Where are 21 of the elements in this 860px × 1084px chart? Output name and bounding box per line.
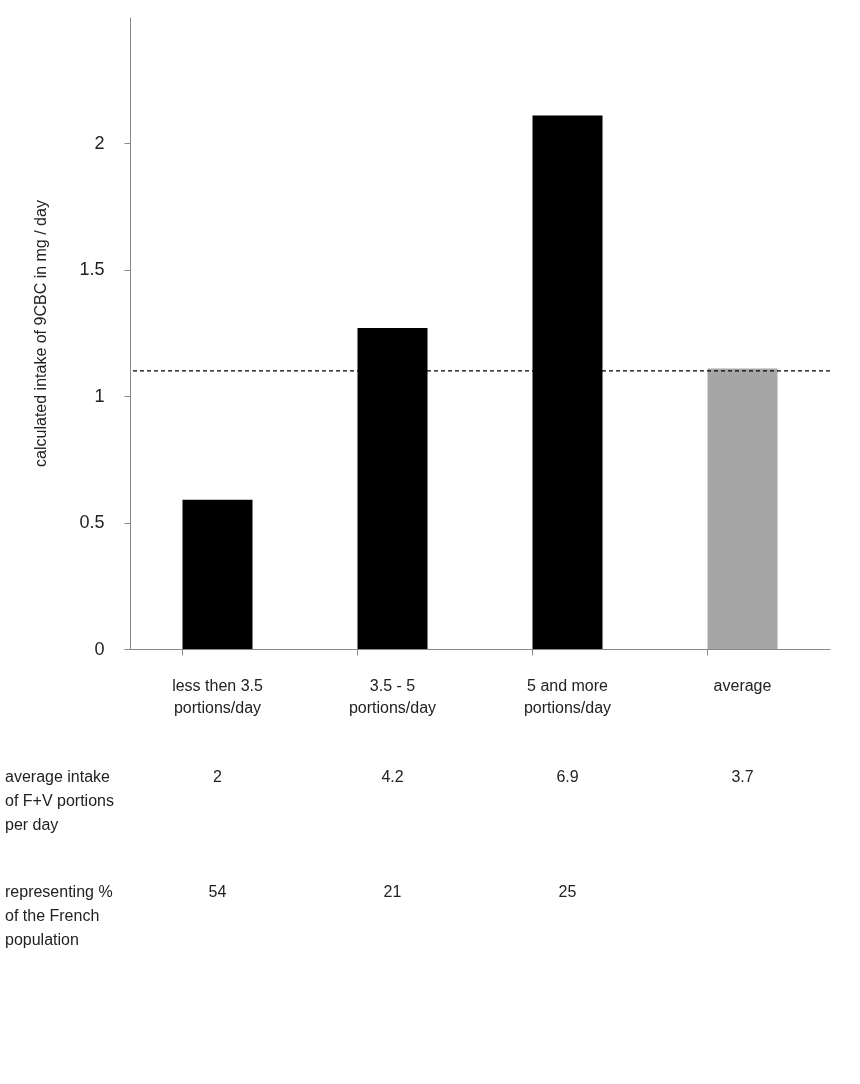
text: 2 [213,768,223,785]
x-tick-label: 3.5 - 5 portions/day [348,676,437,716]
x-tick-label: less then 3.5 portions/day [172,676,263,716]
text: 6.9 [556,768,579,785]
text: average intake of F+V portions per day [5,768,114,833]
y-tick-label: 1 [94,385,105,406]
y-tick-label: 2 [94,132,105,153]
text: 4.2 [381,768,404,785]
text: 21 [383,883,402,900]
y-tick-label: 0 [94,638,105,659]
text: 54 [208,883,227,900]
text: 25 [558,883,577,900]
bar [707,368,778,649]
text: representing % of the French population [5,883,113,948]
bar [182,499,253,649]
text: 3.7 [731,768,754,785]
y-tick-label: 1.5 [79,259,105,280]
x-tick-label: average [713,676,772,694]
y-axis-title: calculated intake of 9CBC in mg / day [32,200,50,467]
y-tick-label: 0.5 [79,512,105,533]
x-tick-label: 5 and more portions/day [523,676,612,716]
